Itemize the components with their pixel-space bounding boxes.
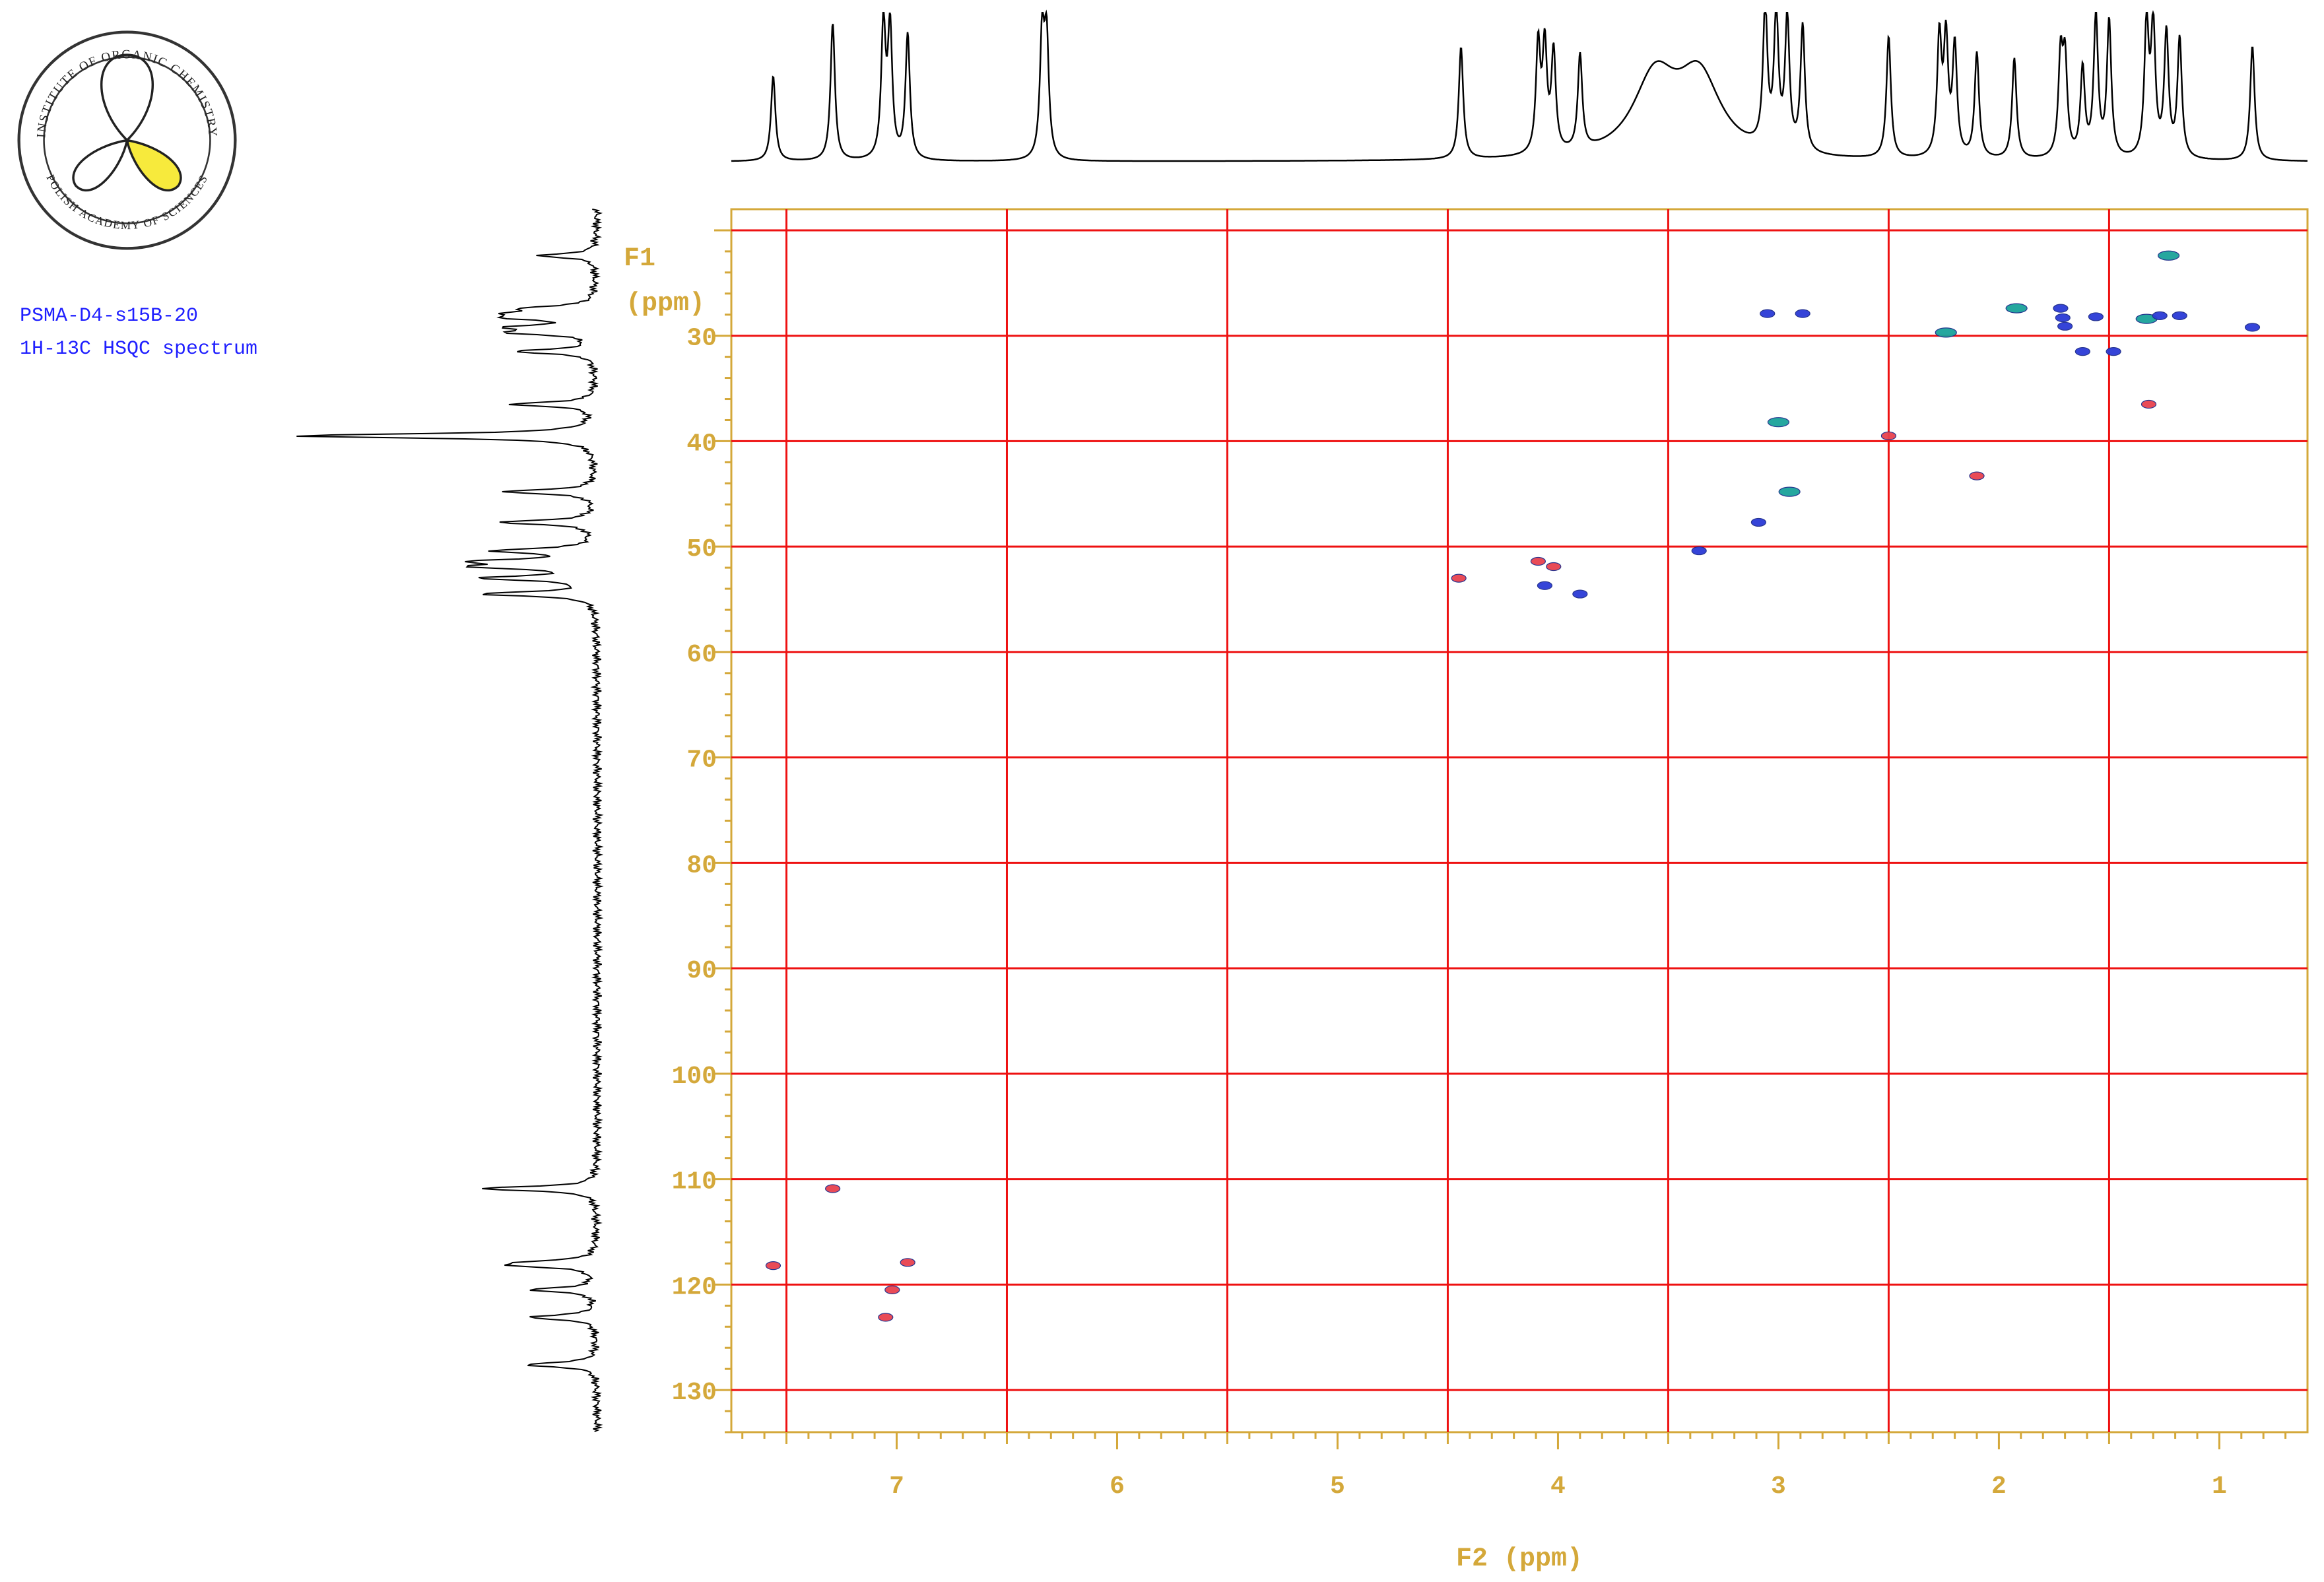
cross-peak xyxy=(1935,327,1957,338)
cross-peak xyxy=(1760,309,1776,318)
cross-peak xyxy=(1767,417,1790,428)
cross-peak xyxy=(1750,517,1766,527)
y-tick-label: 130 xyxy=(672,1379,717,1407)
cross-peak xyxy=(1880,431,1897,441)
x-tick-label: 5 xyxy=(1330,1472,1345,1501)
x-tick-label: 4 xyxy=(1550,1472,1566,1501)
x-tick-label: 2 xyxy=(1991,1472,2007,1501)
cross-peak xyxy=(2075,347,2090,356)
cross-peak xyxy=(2005,303,2028,313)
cross-peak xyxy=(1572,589,1588,599)
cross-peak xyxy=(1537,581,1553,590)
cross-peak xyxy=(2152,311,2168,320)
plot-frame xyxy=(730,208,2309,1434)
y-tick-label: 90 xyxy=(686,957,717,985)
cross-peak xyxy=(1969,471,1985,480)
cross-peak xyxy=(825,1184,841,1193)
cross-peak xyxy=(2088,312,2104,321)
y-tick-label: 120 xyxy=(672,1273,717,1302)
grid-lines xyxy=(731,209,2307,1432)
x-tick-label: 1 xyxy=(2212,1472,2227,1501)
y-tick-label: 60 xyxy=(686,641,717,669)
x-tick-label: 3 xyxy=(1771,1472,1786,1501)
cross-peak xyxy=(1795,309,1810,318)
cross-peak xyxy=(1530,556,1546,566)
cross-peak xyxy=(2057,321,2073,331)
cross-peak xyxy=(2141,399,2157,409)
y-axis-label-line1: F1 xyxy=(624,244,655,274)
x-axis: 7 6 5 4 3 2 1 F2 (ppm) xyxy=(741,1432,2287,1574)
cross-peak xyxy=(2157,250,2180,261)
cross-peak xyxy=(2106,347,2121,356)
cross-peak xyxy=(878,1313,894,1322)
x-axis-label: F2 (ppm) xyxy=(1456,1544,1583,1574)
f2-projection xyxy=(731,9,2307,162)
y-tick-label: 30 xyxy=(686,325,717,353)
cross-peaks xyxy=(765,250,2261,1322)
sample-name: PSMA-D4-s15B-20 xyxy=(20,305,199,327)
f1-projection xyxy=(296,209,604,1432)
y-tick-label: 110 xyxy=(672,1168,717,1197)
cross-peak xyxy=(1778,486,1801,497)
cross-peak xyxy=(900,1258,915,1267)
y-tick-label: 40 xyxy=(686,430,717,458)
cross-peak xyxy=(1691,546,1707,556)
y-tick-label: 50 xyxy=(686,535,717,564)
y-axis: 30 40 50 60 70 80 90 100 110 120 130 F1 (ppm) xyxy=(624,229,731,1434)
cross-peak xyxy=(1451,574,1467,583)
cross-peak xyxy=(884,1285,900,1294)
cross-peak xyxy=(765,1261,781,1270)
y-tick-label: 80 xyxy=(686,851,717,880)
cross-peak xyxy=(2172,311,2187,320)
cross-peak xyxy=(2244,323,2261,332)
x-tick-label: 7 xyxy=(889,1472,904,1501)
y-tick-label: 100 xyxy=(672,1063,717,1091)
institute-logo: INSTITUTE OF ORGANIC CHEMISTRY POLISH AC… xyxy=(17,30,237,250)
experiment-title: 1H-13C HSQC spectrum xyxy=(20,338,258,360)
cross-peak xyxy=(2053,304,2069,313)
y-axis-label-line2: (ppm) xyxy=(626,289,705,319)
x-tick-label: 6 xyxy=(1110,1472,1125,1501)
cross-peak xyxy=(2055,313,2071,323)
cross-peak xyxy=(1546,562,1562,572)
y-tick-label: 70 xyxy=(686,746,717,775)
